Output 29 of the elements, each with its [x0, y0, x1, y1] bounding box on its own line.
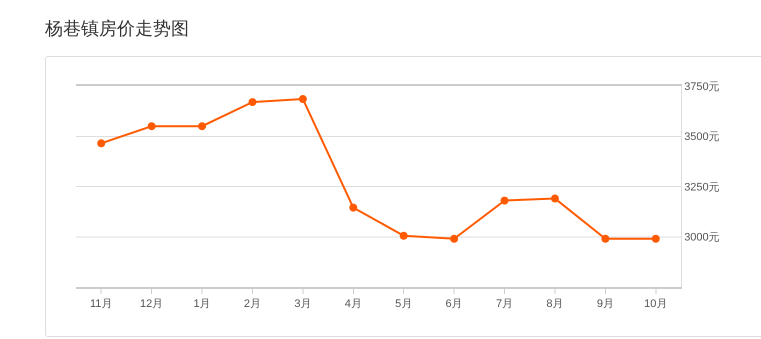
point	[148, 122, 156, 130]
point	[400, 232, 408, 240]
point	[450, 234, 458, 243]
y-tick-label: 3250元	[684, 181, 720, 194]
x-tick-label: 11月	[90, 298, 112, 310]
y-tick-label: 3750元	[684, 80, 720, 93]
x-tick-label: 9月	[596, 298, 614, 310]
x-tick-label: 8月	[546, 298, 564, 310]
y-tick-label: 3500元	[684, 131, 720, 144]
x-tick-label: 10月	[644, 298, 668, 310]
x-tick-label: 3月	[294, 298, 312, 310]
x-tick-label: 7月	[496, 298, 514, 310]
x-tick-label: 4月	[344, 298, 362, 310]
x-tick-label: 5月	[395, 298, 412, 310]
point	[97, 139, 106, 148]
point	[500, 196, 509, 205]
point	[601, 234, 610, 243]
point	[349, 204, 358, 212]
point	[652, 234, 660, 243]
point	[198, 122, 206, 130]
x-tick-label: 1月	[193, 298, 211, 310]
x-tick-label: 12月	[140, 298, 164, 310]
point	[550, 194, 559, 203]
x-tick-label: 2月	[244, 298, 262, 310]
x-tick-label: 6月	[446, 298, 463, 310]
point	[248, 98, 256, 106]
y-tick-label: 3000元	[684, 232, 720, 244]
point	[298, 95, 307, 104]
chart-title: 杨巷镇房价走势图	[44, 18, 189, 38]
